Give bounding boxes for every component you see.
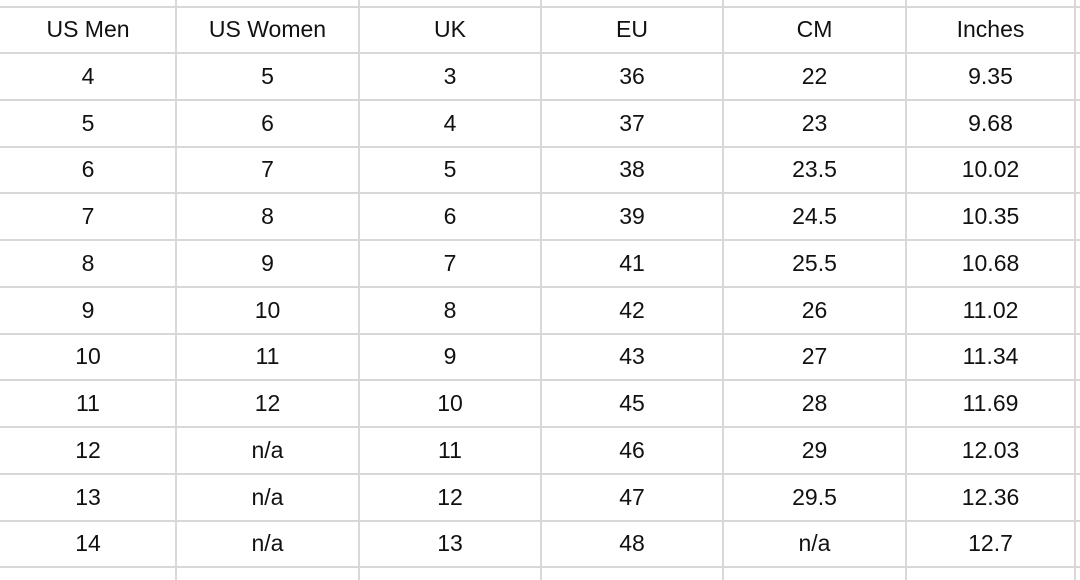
table-cell: 9 xyxy=(261,249,274,276)
table-cell: 43 xyxy=(619,343,645,370)
table-cell: 10 xyxy=(254,296,281,323)
header-cell: CM xyxy=(796,16,833,42)
table-cell: 11 xyxy=(255,343,280,370)
table-cell: 10 xyxy=(75,343,101,370)
table-cell: n/a xyxy=(251,436,284,463)
table-cell: 8 xyxy=(443,296,457,323)
header-cell: UK xyxy=(434,16,466,42)
table-cell: 10.02 xyxy=(961,156,1020,183)
table-cell: 7 xyxy=(443,249,457,276)
table-cell: 12 xyxy=(437,483,463,510)
table-cell: 14 xyxy=(75,530,101,557)
header-cell: US Women xyxy=(208,16,327,42)
table-cell: 25.5 xyxy=(792,249,837,276)
grid-line xyxy=(175,0,177,580)
table-cell: 10 xyxy=(437,390,463,417)
grid-line xyxy=(722,0,724,580)
table-cell: 5 xyxy=(443,156,457,183)
table-cell: 7 xyxy=(81,203,95,230)
table-cell: 9 xyxy=(443,343,457,370)
table-cell: 13 xyxy=(437,530,463,557)
table-cell: 26 xyxy=(801,296,828,323)
table-cell: 4 xyxy=(443,109,457,136)
table-cell: 6 xyxy=(81,156,95,183)
table-cell: 37 xyxy=(619,109,645,136)
table-cell: n/a xyxy=(798,530,831,557)
table-cell: 13 xyxy=(75,483,101,510)
table-cell: 23 xyxy=(801,109,828,136)
table-cell: n/a xyxy=(251,530,284,557)
grid-line xyxy=(905,0,907,580)
table-cell: 6 xyxy=(261,109,274,136)
table-cell: 12.36 xyxy=(961,483,1020,510)
table-cell: 12.7 xyxy=(968,530,1013,557)
table-cell: 10.35 xyxy=(961,203,1020,230)
table-cell: 6 xyxy=(443,203,457,230)
table-cell: 11.34 xyxy=(962,343,1019,370)
grid-line xyxy=(540,0,542,580)
header-cell: EU xyxy=(616,16,648,42)
table-cell: 42 xyxy=(619,296,645,323)
table-cell: 39 xyxy=(619,203,645,230)
grid-line xyxy=(358,0,360,580)
table-cell: 12 xyxy=(254,390,281,417)
table-cell: 36 xyxy=(619,62,645,89)
table-cell: 7 xyxy=(261,156,274,183)
table-cell: 12 xyxy=(75,436,101,463)
table-cell: 11.69 xyxy=(962,390,1019,417)
table-cell: 8 xyxy=(81,249,95,276)
table-cell: 11 xyxy=(438,436,462,463)
table-cell: 29.5 xyxy=(792,483,837,510)
table-cell: 28 xyxy=(801,390,828,417)
table-cell: 48 xyxy=(619,530,645,557)
table-cell: 46 xyxy=(619,436,645,463)
table-cell: 11.02 xyxy=(962,296,1019,323)
table-cell: 8 xyxy=(261,203,274,230)
table-cell: 4 xyxy=(81,62,95,89)
table-cell: 9 xyxy=(81,296,95,323)
table-cell: 27 xyxy=(801,343,828,370)
table-cell: 23.5 xyxy=(792,156,837,183)
table-cell: 24.5 xyxy=(792,203,837,230)
table-cell: 47 xyxy=(619,483,645,510)
table-cell: 9.35 xyxy=(968,62,1013,89)
header-cell: US Men xyxy=(46,16,130,42)
table-cell: 11 xyxy=(76,390,100,417)
table-cell: 41 xyxy=(619,249,645,276)
table-cell: n/a xyxy=(251,483,284,510)
table-cell: 22 xyxy=(801,62,828,89)
table-cell: 5 xyxy=(81,109,95,136)
grid-line xyxy=(1074,0,1076,580)
table-cell: 9.68 xyxy=(968,109,1013,136)
table-cell: 45 xyxy=(619,390,645,417)
table-cell: 12.03 xyxy=(961,436,1020,463)
table-cell: 10.68 xyxy=(961,249,1020,276)
table-cell: 3 xyxy=(443,62,457,89)
table-cell: 38 xyxy=(619,156,645,183)
table-cell: 29 xyxy=(801,436,828,463)
table-cell: 5 xyxy=(261,62,274,89)
header-cell: Inches xyxy=(956,16,1025,42)
